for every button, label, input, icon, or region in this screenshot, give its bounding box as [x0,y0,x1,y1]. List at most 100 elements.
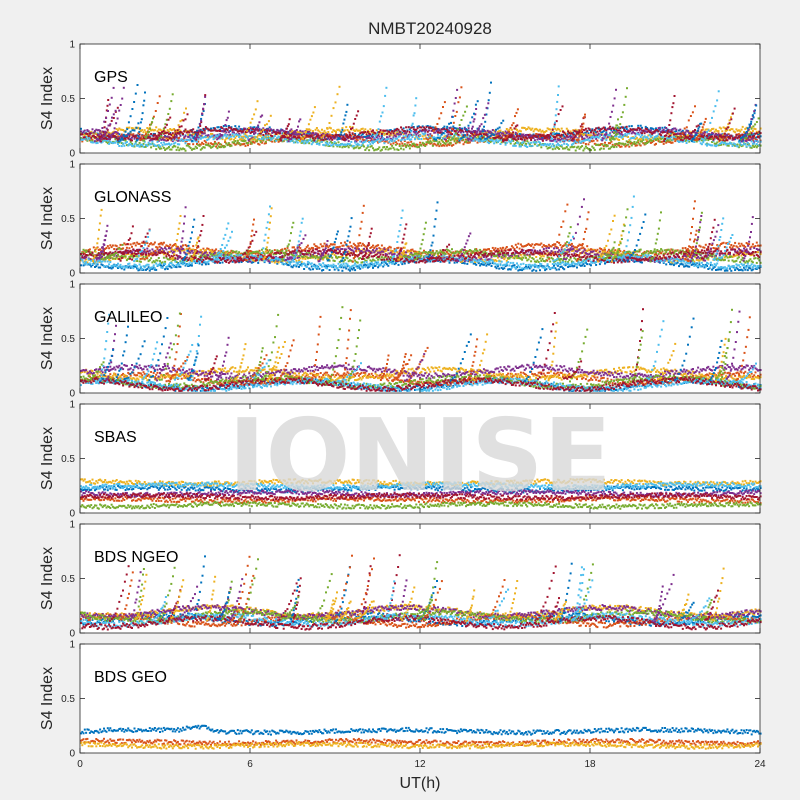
data-point [205,141,207,143]
data-point [229,134,231,136]
data-point [324,130,326,132]
data-point [545,130,547,132]
data-point [628,125,630,127]
data-point [349,126,351,128]
data-point [539,129,541,131]
data-point [640,125,642,127]
data-point [192,143,194,145]
data-point [516,129,518,131]
data-point [364,128,366,130]
data-point [224,139,226,141]
data-point [253,126,255,128]
data-point [531,128,533,130]
data-point [187,134,189,136]
data-point [712,128,714,130]
data-point [631,125,633,127]
data-point [419,142,421,144]
data-point [84,130,86,132]
data-point [143,131,145,133]
data-point [653,128,655,130]
data-point [218,126,220,128]
data-point [163,139,165,141]
data-point [179,135,181,137]
data-point [92,128,94,130]
data-point [714,131,716,133]
data-point [655,143,657,145]
data-point [185,135,187,137]
data-point [128,127,130,129]
data-point [144,129,146,131]
data-point [341,127,343,129]
data-point [520,130,522,132]
data-point [559,130,561,132]
data-point [687,134,689,136]
data-point [243,143,245,145]
data-point [117,129,119,131]
data-point [234,125,236,127]
data-point [549,129,551,131]
data-point [533,130,535,132]
data-point [271,141,273,143]
data-point [741,129,743,131]
data-point [154,129,156,131]
data-point [452,144,454,146]
data-point [230,138,232,140]
data-point [99,130,101,132]
data-point [134,138,136,140]
data-point [596,140,598,142]
data-point [238,126,240,128]
data-point [718,130,720,132]
data-point [511,129,513,131]
data-point [755,128,757,130]
data-point [561,128,563,130]
data-point [593,140,595,142]
data-point [178,137,180,139]
data-point [155,126,157,128]
chart: NMBT20240928 00.51GPSS4 Index00.51GLONAS… [0,0,800,800]
data-point [752,130,754,132]
data-point [417,144,419,146]
data-point [176,136,178,138]
data-point [408,142,410,144]
data-point [661,127,663,129]
data-point [739,131,741,133]
data-point [401,143,403,145]
data-point [628,146,630,148]
data-point [117,132,119,134]
data-point [422,135,424,137]
data-point [316,127,318,129]
data-point [327,131,329,133]
data-point [88,130,90,132]
data-point [247,144,249,146]
data-point [245,145,247,147]
data-point [410,141,412,143]
data-point [618,139,620,141]
data-point [312,130,314,132]
data-point [321,129,323,131]
data-point [720,128,722,130]
data-point [225,131,227,133]
data-point [463,143,465,145]
data-point [459,142,461,144]
data-point [204,132,206,134]
data-point [637,125,639,127]
data-point [672,142,674,144]
data-point [167,136,169,138]
data-point [566,128,568,130]
data-point [621,146,623,148]
data-point [141,129,143,131]
data-point [443,126,445,128]
data-point [335,131,337,133]
data-point [721,130,723,132]
data-point [732,128,734,130]
data-point [164,136,166,138]
data-point [208,134,210,136]
data-point [214,141,216,143]
chart-title: NMBT20240928 [368,19,492,38]
data-point [508,129,510,131]
data-point [369,128,371,130]
data-point [663,143,665,145]
data-point [320,132,322,134]
data-point [145,131,147,133]
data-point [399,143,401,145]
